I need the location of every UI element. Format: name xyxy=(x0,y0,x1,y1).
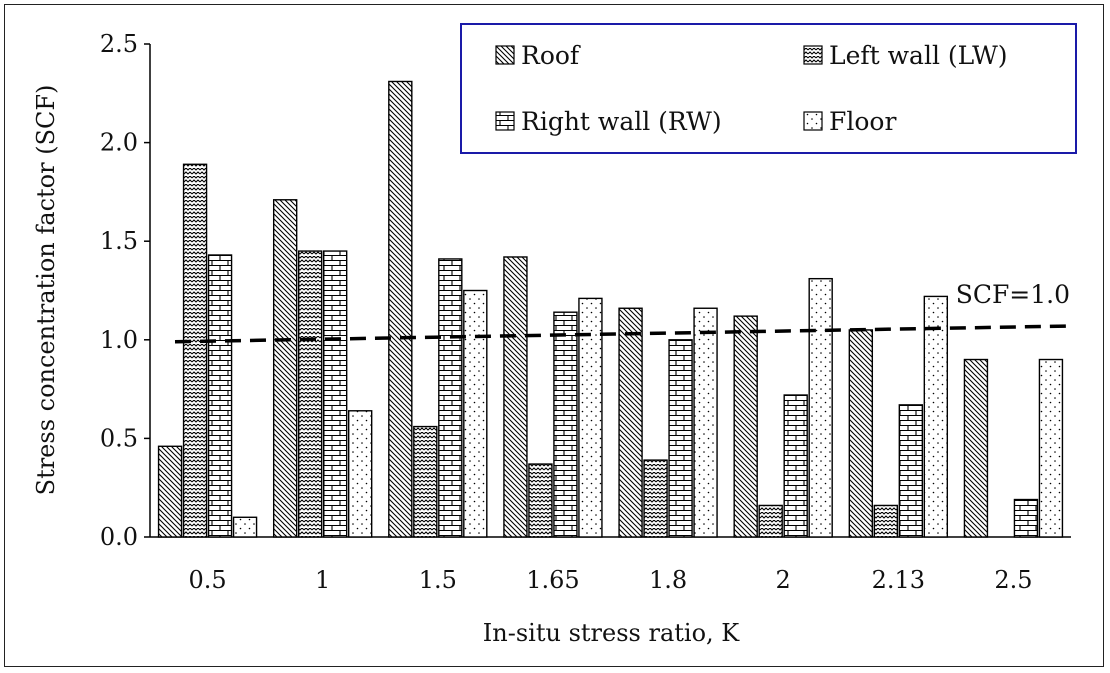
bar-left-wall-lw-k-1_5 xyxy=(413,425,438,538)
bar-floor-k-2 xyxy=(808,277,833,538)
bar-roof-k-0_5 xyxy=(157,445,183,538)
x-tick-label: 1.5 xyxy=(419,566,457,594)
legend: Roof Left wall (LW) Right wall (RW) Floo… xyxy=(460,23,1077,154)
x-tick-label: 2 xyxy=(776,566,791,594)
y-axis-title: Stress concentration factor (SCF) xyxy=(32,85,60,496)
bar-roof-k-2_5 xyxy=(963,358,989,538)
y-tick-label: 0.0 xyxy=(100,523,138,551)
bar-left-wall-lw-k-2 xyxy=(758,504,783,538)
bar-right-wall-rw-k-2_5 xyxy=(1013,498,1039,538)
bar-roof-k-2_13 xyxy=(848,329,874,538)
x-tick-label: 1.8 xyxy=(649,566,687,594)
legend-label-floor: Floor xyxy=(829,107,896,136)
figure-frame xyxy=(4,4,1104,667)
y-tick-label: 1.5 xyxy=(100,227,138,255)
legend-swatch-right-wall xyxy=(495,111,515,131)
bar-floor-k-2_5 xyxy=(1038,358,1064,538)
legend-label-roof: Roof xyxy=(521,41,581,70)
x-tick-label: 2.13 xyxy=(872,566,925,594)
bar-left-wall-lw-k-0_5 xyxy=(182,163,208,538)
legend-swatch-floor xyxy=(803,111,823,131)
x-tick-label: 0.5 xyxy=(188,566,226,594)
bar-floor-k-1_5 xyxy=(463,289,488,538)
y-tick-label: 1.0 xyxy=(100,326,138,354)
legend-box xyxy=(460,23,1077,154)
bar-right-wall-rw-k-1_65 xyxy=(553,311,578,538)
legend-label-left-wall: Left wall (LW) xyxy=(829,41,1008,70)
bar-roof-k-2 xyxy=(733,315,758,538)
bar-right-wall-rw-k-1 xyxy=(322,250,348,538)
bar-roof-k-1_65 xyxy=(503,256,528,538)
x-tick-label: 1 xyxy=(315,566,330,594)
bar-floor-k-1_65 xyxy=(578,297,603,538)
bar-left-wall-lw-k-1_8 xyxy=(643,459,668,538)
bar-right-wall-rw-k-2_13 xyxy=(898,404,924,538)
bar-floor-k-1_8 xyxy=(693,307,718,538)
bar-floor-k-1 xyxy=(347,410,373,538)
bar-right-wall-rw-k-1_5 xyxy=(438,258,463,538)
x-axis-title: In-situ stress ratio, K xyxy=(483,619,740,647)
bar-right-wall-rw-k-1_8 xyxy=(668,339,693,538)
bar-floor-k-2_13 xyxy=(923,295,949,538)
y-tick-label: 0.5 xyxy=(100,424,138,452)
bar-left-wall-lw-k-1_65 xyxy=(528,463,553,538)
bar-right-wall-rw-k-2 xyxy=(783,394,808,538)
bar-left-wall-lw-k-1 xyxy=(297,250,323,538)
y-tick-label: 2.0 xyxy=(100,129,138,157)
legend-label-right-wall: Right wall (RW) xyxy=(521,107,722,136)
x-tick-label: 1.65 xyxy=(526,566,579,594)
bar-roof-k-1_8 xyxy=(618,307,643,538)
scf-reference-label: SCF=1.0 xyxy=(956,280,1070,309)
bar-roof-k-1_5 xyxy=(388,80,413,538)
x-tick-label: 2.5 xyxy=(994,566,1032,594)
bar-left-wall-lw-k-2_13 xyxy=(873,504,899,538)
legend-swatch-left-wall xyxy=(803,45,823,65)
bar-right-wall-rw-k-0_5 xyxy=(207,254,233,538)
bar-roof-k-1 xyxy=(272,199,298,538)
y-tick-label: 2.5 xyxy=(100,30,138,58)
legend-swatch-roof xyxy=(495,45,515,65)
bar-floor-k-0_5 xyxy=(232,516,258,538)
